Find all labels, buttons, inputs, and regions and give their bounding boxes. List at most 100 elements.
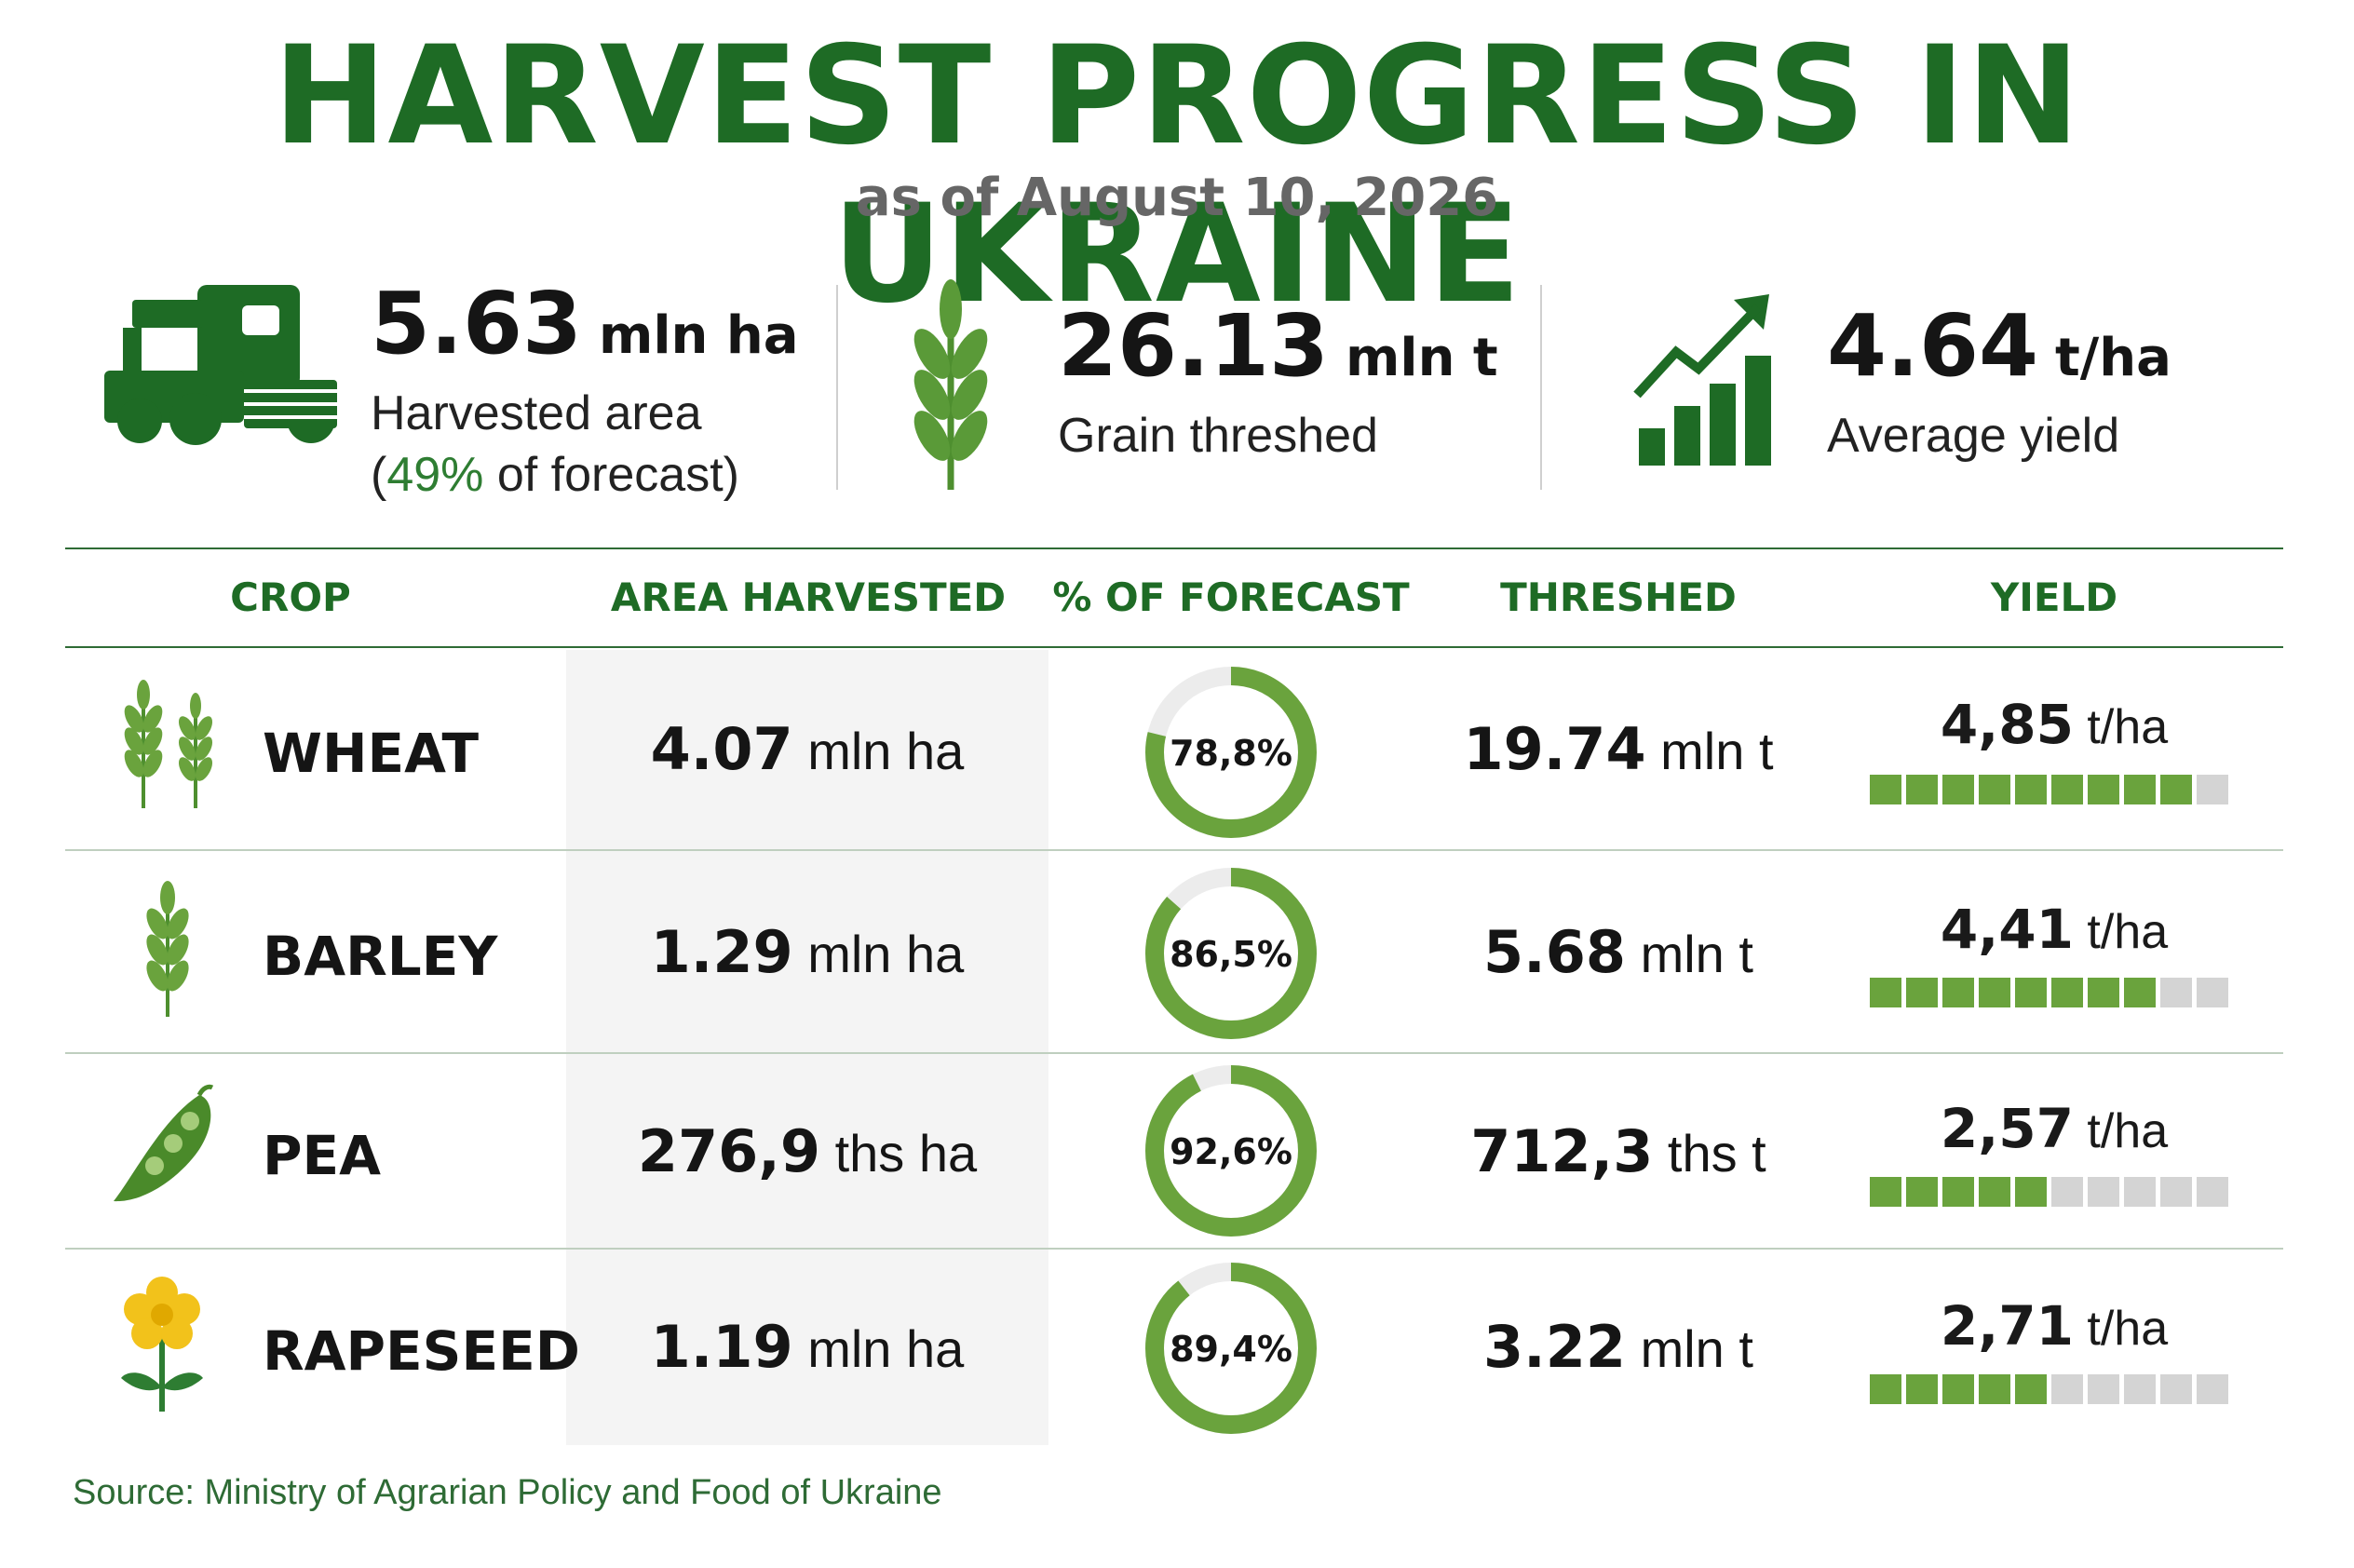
yield-value: 2,57 t/ha <box>1940 1097 2169 1160</box>
forecast-percent-label: 78,8% <box>1170 733 1292 774</box>
yield-bar-segment <box>1942 1177 1974 1207</box>
header-crop: CROP <box>230 574 351 620</box>
yield-bar-segment <box>1979 775 2010 804</box>
yield-bar-segment <box>1942 775 1974 804</box>
yield-bar-segment <box>2088 775 2119 804</box>
yield-bar <box>1870 1177 2228 1207</box>
threshed-cell: 5.68 mln t <box>1483 918 1753 986</box>
header-area-harvested: AREA HARVESTED <box>610 574 1007 620</box>
yield-bar-segment <box>1870 775 1901 804</box>
row-divider <box>65 1248 2283 1250</box>
yield-bar-segment <box>2051 1374 2083 1404</box>
yield-bar-segment <box>1906 775 1938 804</box>
yield-bar-segment <box>1906 978 1938 1007</box>
rapeseed-flower-icon <box>121 1277 203 1412</box>
area-harvested-cell: 4.07 mln ha <box>650 715 965 783</box>
yield-value: 2,71 t/ha <box>1940 1294 2169 1358</box>
yield-bar-segment <box>2051 978 2083 1007</box>
yield-bar-segment <box>2124 978 2156 1007</box>
yield-bar-segment <box>2160 1374 2192 1404</box>
yield-bar-segment <box>1870 1177 1901 1207</box>
yield-bar-segment <box>1870 978 1901 1007</box>
header-yield: YIELD <box>1990 574 2118 620</box>
forecast-percent: 49% <box>386 448 484 502</box>
table-top-rule <box>65 547 2283 549</box>
stat-unit: mln t <box>1346 328 1498 388</box>
wheat-ear-icon <box>913 279 988 490</box>
yield-bar-segment <box>2015 978 2047 1007</box>
yield-bar-segment <box>2015 775 2047 804</box>
yield-bar-segment <box>2160 775 2192 804</box>
stat-sublabel: (49% of forecast) <box>371 448 739 502</box>
stat-unit: t/ha <box>2055 328 2171 388</box>
header-percent-forecast: % OF FORECAST <box>1052 574 1410 620</box>
yield-bar-segment <box>1979 1177 2010 1207</box>
stat-divider <box>836 285 838 490</box>
stat-value: 5.63 <box>371 274 582 373</box>
yield-bar-segment <box>1906 1177 1938 1207</box>
yield-bar-segment <box>2015 1177 2047 1207</box>
yield-bar-segment <box>2124 1177 2156 1207</box>
yield-bar-segment <box>2015 1374 2047 1404</box>
yield-bar-segment <box>2051 1177 2083 1207</box>
page-subtitle: as of August 10, 2026 <box>855 168 1499 228</box>
yield-bar <box>1870 1374 2228 1404</box>
yield-bar-segment <box>2197 978 2228 1007</box>
yield-bar-segment <box>2197 1177 2228 1207</box>
combine-harvester-icon <box>104 285 337 445</box>
yield-bar-segment <box>2088 1177 2119 1207</box>
yield-bar-segment <box>1906 1374 1938 1404</box>
stat-divider <box>1540 285 1542 490</box>
area-harvested-cell: 1.29 mln ha <box>650 918 965 986</box>
forecast-percent-label: 86,5% <box>1170 934 1292 975</box>
yield-bar-segment <box>2160 978 2192 1007</box>
table-header-rule <box>65 646 2283 648</box>
stat-value: 26.13 <box>1058 296 1330 396</box>
pea-pod-icon <box>114 1084 214 1202</box>
yield-bar-segment <box>1942 1374 1974 1404</box>
threshed-cell: 3.22 mln t <box>1483 1313 1753 1381</box>
yield-bar-segment <box>2088 978 2119 1007</box>
yield-bar-segment <box>2051 775 2083 804</box>
area-column-shade <box>566 650 1048 1445</box>
yield-bar-segment <box>2197 1374 2228 1404</box>
yield-bar-segment <box>2197 775 2228 804</box>
forecast-donut: 92,6% <box>1145 1065 1317 1237</box>
forecast-percent-label: 92,6% <box>1170 1131 1292 1172</box>
forecast-percent-label: 89,4% <box>1170 1329 1292 1370</box>
threshed-cell: 712,3 ths t <box>1470 1117 1766 1185</box>
yield-bar-segment <box>1979 1374 2010 1404</box>
stat-average-yield: 4.64 t/ha Average yield <box>1827 300 2171 466</box>
growth-chart-icon <box>1633 294 1771 466</box>
area-harvested-cell: 276,9 ths ha <box>637 1117 978 1185</box>
forecast-donut: 86,5% <box>1145 868 1317 1039</box>
barley-icon <box>146 881 189 1017</box>
crop-name: BARLEY <box>263 925 498 988</box>
page-title: HARVEST PROGRESS IN UKRAINE <box>273 17 2081 333</box>
forecast-donut: 78,8% <box>1145 667 1317 838</box>
area-harvested-cell: 1.19 mln ha <box>650 1313 965 1381</box>
yield-bar-segment <box>2160 1177 2192 1207</box>
yield-bar-segment <box>1870 1374 1901 1404</box>
source-note: Source: Ministry of Agrarian Policy and … <box>73 1473 942 1512</box>
stat-value: 4.64 <box>1827 296 2038 396</box>
yield-value: 4,85 t/ha <box>1940 693 2169 756</box>
yield-value: 4,41 t/ha <box>1940 898 2169 961</box>
row-divider <box>65 1052 2283 1054</box>
yield-bar <box>1870 978 2228 1007</box>
yield-bar <box>1870 775 2228 804</box>
stat-unit: mln ha <box>599 305 799 366</box>
threshed-cell: 19.74 mln t <box>1463 715 1774 783</box>
crop-name: RAPESEED <box>263 1319 580 1383</box>
yield-bar-segment <box>2124 1374 2156 1404</box>
stat-grain-threshed: 26.13 mln t Grain threshed <box>1058 300 1498 466</box>
wheat-icon <box>124 680 213 808</box>
stat-label: Grain threshed <box>1058 409 1378 463</box>
crop-name: PEA <box>263 1124 382 1187</box>
yield-bar-segment <box>1979 978 2010 1007</box>
stat-harvested-area: 5.63 mln ha Harvested area (49% of foreca… <box>371 277 799 506</box>
header-threshed: THRESHED <box>1500 574 1737 620</box>
yield-bar-segment <box>2124 775 2156 804</box>
row-divider <box>65 849 2283 851</box>
yield-bar-segment <box>2088 1374 2119 1404</box>
